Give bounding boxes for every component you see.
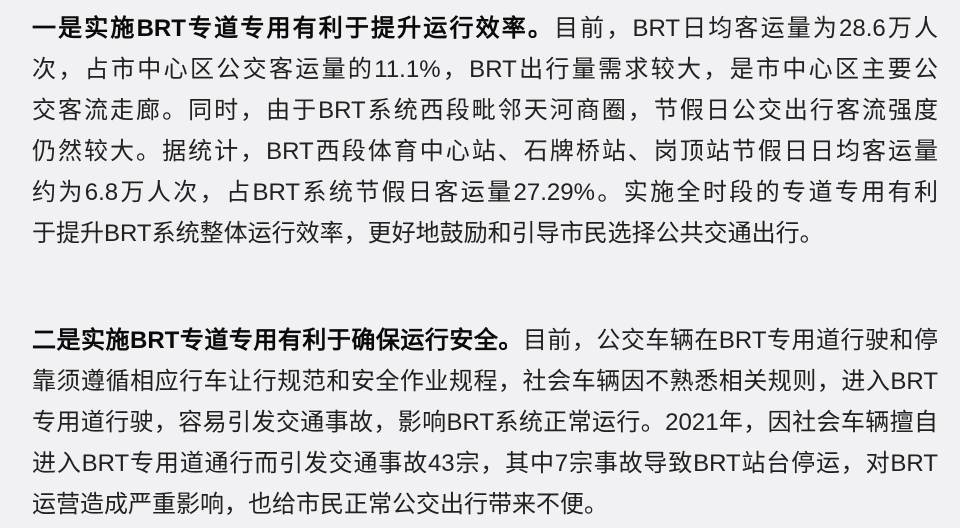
text-line: 专用道行驶，容易引发交通事故，影响BRT系统正常运行。2021年，因社会车辆擅自: [32, 402, 938, 443]
paragraph-lead-text: 二是实施BRT专道专用有利于确保运行安全。: [32, 327, 523, 354]
text-line: 约为6.8万人次，占BRT系统节假日客运量27.29%。实施全时段的专道专用有利: [32, 172, 938, 213]
paragraph: 二是实施BRT专道专用有利于确保运行安全。目前，公交车辆在BRT专用道行驶和停靠…: [32, 320, 938, 525]
paragraph-text: 运营造成严重影响，也给市民正常公交出行带来不便。: [32, 491, 608, 518]
paragraph-text: 约为6.8万人次，占BRT系统节假日客运量27.29%。实施全时段的专道专用有利: [32, 179, 938, 206]
text-line: 于提升BRT系统整体运行效率，更好地鼓励和引导市民选择公共交通出行。: [32, 213, 938, 254]
paragraph-text: 仍然较大。据统计，BRT西段体育中心站、石牌桥站、岗顶站节假日日均客运量: [32, 138, 938, 165]
paragraph-text: 进入BRT专用道通行而引发交通事故43宗，其中7宗事故导致BRT站台停运，对BR…: [32, 450, 938, 477]
text-line: 二是实施BRT专道专用有利于确保运行安全。目前，公交车辆在BRT专用道行驶和停: [32, 320, 938, 361]
paragraph-text: 次，占市中心区公交客运量的11.1%，BRT出行量需求较大，是市中心区主要公: [32, 56, 938, 83]
text-line: 靠须遵循相应行车让行规范和安全作业规程，社会车辆因不熟悉相关规则，进入BRT: [32, 361, 938, 402]
text-line: 运营造成严重影响，也给市民正常公交出行带来不便。: [32, 484, 938, 525]
paragraph-text: 交客流走廊。同时，由于BRT系统西段毗邻天河商圈，节假日公交出行客流强度: [32, 97, 938, 124]
text-line: 仍然较大。据统计，BRT西段体育中心站、石牌桥站、岗顶站节假日日均客运量: [32, 131, 938, 172]
paragraph-text: 于提升BRT系统整体运行效率，更好地鼓励和引导市民选择公共交通出行。: [32, 220, 824, 247]
text-line: 交客流走廊。同时，由于BRT系统西段毗邻天河商圈，节假日公交出行客流强度: [32, 90, 938, 131]
paragraph-lead-text: 一是实施BRT专道专用有利于提升运行效率。: [32, 15, 555, 42]
paragraph: 一是实施BRT专道专用有利于提升运行效率。目前，BRT日均客运量为28.6万人次…: [32, 8, 938, 254]
text-line: 一是实施BRT专道专用有利于提升运行效率。目前，BRT日均客运量为28.6万人: [32, 8, 938, 49]
text-line: 进入BRT专用道通行而引发交通事故43宗，其中7宗事故导致BRT站台停运，对BR…: [32, 443, 938, 484]
paragraph-text: 目前，公交车辆在BRT专用道行驶和停: [522, 327, 938, 354]
paragraph-text: 靠须遵循相应行车让行规范和安全作业规程，社会车辆因不熟悉相关规则，进入BRT: [32, 368, 938, 395]
paragraph-text: 目前，BRT日均客运量为28.6万人: [554, 15, 938, 42]
paragraph-text: 专用道行驶，容易引发交通事故，影响BRT系统正常运行。2021年，因社会车辆擅自: [32, 409, 938, 436]
text-line: 次，占市中心区公交客运量的11.1%，BRT出行量需求较大，是市中心区主要公: [32, 49, 938, 90]
